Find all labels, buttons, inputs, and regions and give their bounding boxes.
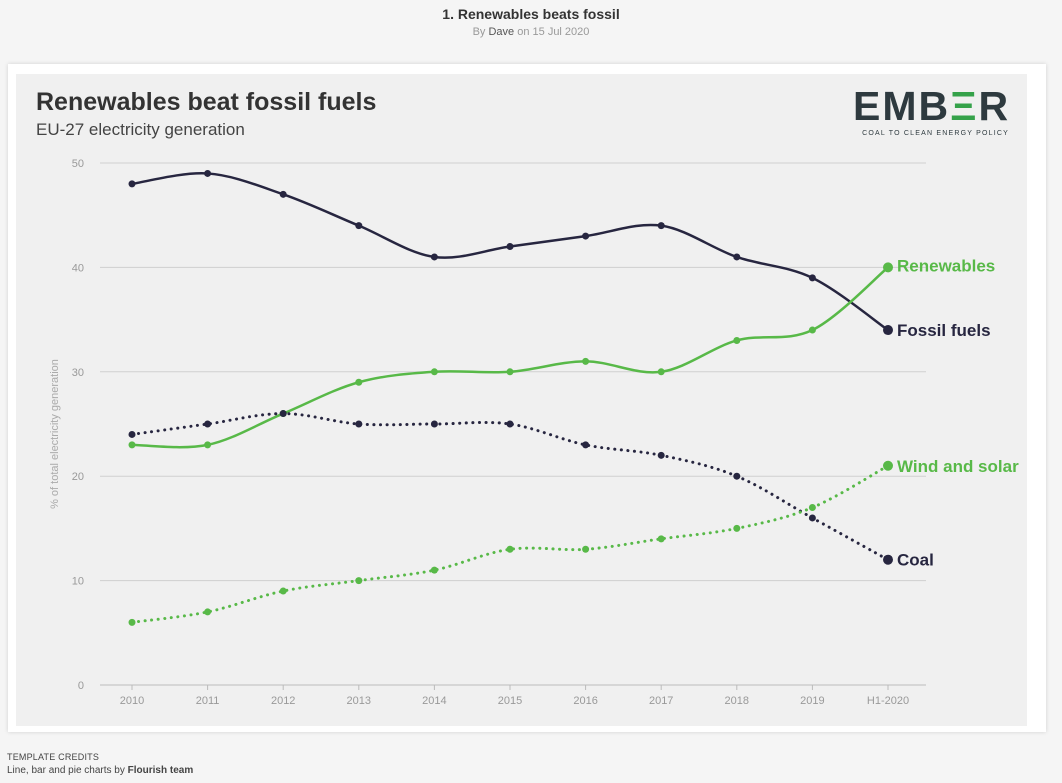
data-point-fossil-fuels (883, 325, 893, 336)
x-tick-label: 2012 (271, 695, 295, 707)
data-point-coal (279, 410, 287, 418)
data-point-wind-and-solar (582, 545, 590, 553)
chart-subtitle: EU-27 electricity generation (36, 120, 245, 139)
data-point-renewables (883, 262, 893, 273)
x-tick-label: 2016 (573, 695, 597, 707)
series-line-renewables (130, 266, 890, 449)
data-point-renewables (355, 378, 363, 386)
x-tick-label: 2010 (120, 695, 144, 707)
series-label-coal: Coal (897, 551, 934, 570)
by-label: By (472, 26, 486, 38)
data-point-fossil-fuels (279, 190, 287, 198)
data-point-coal (883, 554, 893, 565)
data-point-wind-and-solar (279, 587, 287, 595)
data-point-coal (506, 420, 514, 428)
x-tick-label: 2013 (347, 695, 371, 707)
data-point-fossil-fuels (657, 222, 665, 230)
data-point-fossil-fuels (582, 232, 590, 240)
ember-logo: EMBΞR COAL TO CLEAN ENERGY POLICY (853, 84, 1009, 137)
data-point-wind-and-solar (204, 608, 212, 616)
data-point-fossil-fuels (128, 180, 136, 188)
author-link[interactable]: Dave (488, 26, 515, 38)
data-point-wind-and-solar (128, 618, 136, 626)
y-tick-label: 50 (72, 158, 84, 170)
series-label-fossil-fuels: Fossil fuels (897, 321, 991, 340)
x-tick-label: 2011 (196, 695, 220, 707)
data-point-renewables (582, 357, 590, 365)
x-tick-label: 2015 (498, 695, 522, 707)
data-point-renewables (657, 368, 665, 376)
story-title: 1. Renewables beats fossil (442, 6, 620, 22)
series-line-wind-and-solar (130, 464, 890, 624)
chart-title: Renewables beat fossil fuels (36, 88, 377, 116)
x-tick-label: 2014 (422, 695, 446, 707)
data-point-fossil-fuels (506, 243, 514, 251)
data-point-fossil-fuels (430, 253, 438, 261)
data-point-renewables (430, 368, 438, 376)
data-point-coal (128, 430, 136, 438)
y-tick-label: 20 (72, 471, 84, 483)
y-tick-label: 10 (72, 576, 84, 588)
logo-tagline: COAL TO CLEAN ENERGY POLICY (862, 130, 1009, 137)
credits-author-link[interactable]: Flourish team (127, 765, 194, 776)
story-date: on 15 Jul 2020 (517, 26, 590, 38)
data-point-coal (657, 451, 665, 459)
series-line-coal (130, 412, 890, 562)
story-header: 1. Renewables beats fossil By Dave on 15… (0, 6, 1062, 38)
data-point-coal (582, 441, 590, 449)
x-tick-label: 2017 (649, 695, 673, 707)
y-tick-label: 30 (72, 367, 84, 379)
data-point-coal (204, 420, 212, 428)
data-point-fossil-fuels (808, 274, 816, 282)
credits-line: Line, bar and pie charts by Flourish tea… (7, 765, 194, 776)
data-point-renewables (128, 441, 136, 449)
y-axis-label: % of total electricity generation (49, 359, 61, 509)
data-point-fossil-fuels (733, 253, 741, 261)
credits-heading: TEMPLATE CREDITS (7, 752, 100, 762)
data-point-coal (733, 472, 741, 480)
series-label-wind-and-solar: Wind and solar (897, 457, 1019, 476)
x-tick-label: H1-2020 (867, 695, 909, 707)
x-tick-label: 2018 (725, 695, 749, 707)
data-point-coal (430, 420, 438, 428)
data-point-renewables (808, 326, 816, 334)
story-meta: By Dave on 15 Jul 2020 (0, 26, 1062, 38)
series-line-fossil-fuels (130, 172, 890, 332)
y-tick-label: 0 (78, 680, 84, 692)
logo-wordmark: EMBΞR (853, 83, 1011, 129)
data-point-wind-and-solar (355, 577, 363, 585)
data-point-renewables (733, 336, 741, 344)
template-credits: TEMPLATE CREDITS Line, bar and pie chart… (7, 750, 193, 778)
y-tick-label: 40 (72, 262, 84, 274)
data-point-renewables (204, 441, 212, 449)
chart-panel: Renewables beat fossil fuels EU-27 elect… (16, 74, 1027, 726)
line-chart: 0 10 20 30 40 50 2010 2011 2012 2013 2014 2015 2016 2… (49, 158, 1019, 707)
series-label-renewables: Renewables (897, 256, 995, 275)
data-point-wind-and-solar (506, 545, 514, 553)
chart-card: Renewables beat fossil fuels EU-27 elect… (8, 64, 1046, 732)
data-point-renewables (506, 368, 514, 376)
data-point-wind-and-solar (430, 566, 438, 574)
data-point-fossil-fuels (204, 169, 212, 177)
data-point-fossil-fuels (355, 222, 363, 230)
data-point-wind-and-solar (657, 535, 665, 543)
data-point-wind-and-solar (808, 504, 816, 512)
data-point-wind-and-solar (883, 460, 893, 471)
x-tick-label: 2019 (800, 695, 824, 707)
data-point-wind-and-solar (733, 524, 741, 532)
data-point-coal (808, 514, 816, 522)
data-point-coal (355, 420, 363, 428)
